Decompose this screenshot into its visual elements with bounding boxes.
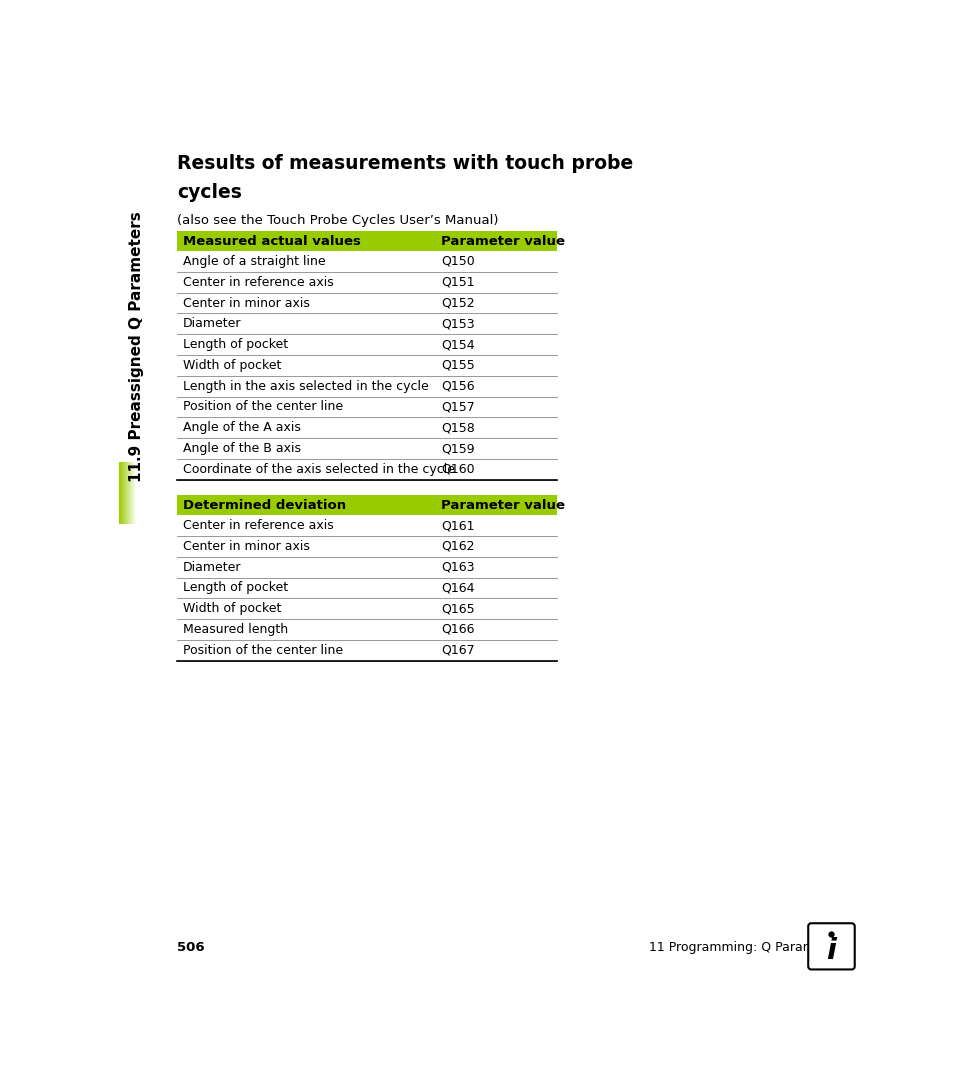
Text: Angle of a straight line: Angle of a straight line <box>183 255 325 268</box>
Text: Diameter: Diameter <box>183 561 241 574</box>
Bar <box>177 495 557 515</box>
Text: Q152: Q152 <box>440 297 474 310</box>
Text: i: i <box>825 937 836 966</box>
Text: Width of pocket: Width of pocket <box>183 602 281 615</box>
Text: Parameter value: Parameter value <box>440 235 564 248</box>
Text: Q164: Q164 <box>440 582 474 595</box>
Text: Q161: Q161 <box>440 519 474 532</box>
Text: Length in the axis selected in the cycle: Length in the axis selected in the cycle <box>183 380 428 393</box>
Text: Center in minor axis: Center in minor axis <box>183 540 310 553</box>
Text: Center in minor axis: Center in minor axis <box>183 297 310 310</box>
Text: Position of the center line: Position of the center line <box>183 400 342 413</box>
Text: Q166: Q166 <box>440 623 474 636</box>
Text: Q158: Q158 <box>440 421 475 434</box>
FancyBboxPatch shape <box>807 923 854 970</box>
Text: Q159: Q159 <box>440 442 474 455</box>
Text: 11.9 Preassigned Q Parameters: 11.9 Preassigned Q Parameters <box>129 212 144 482</box>
Text: Q156: Q156 <box>440 380 474 393</box>
Text: Parameter value: Parameter value <box>440 499 564 512</box>
Text: Width of pocket: Width of pocket <box>183 359 281 372</box>
Text: Q154: Q154 <box>440 338 474 351</box>
Text: Center in reference axis: Center in reference axis <box>183 276 334 289</box>
Text: Q150: Q150 <box>440 255 475 268</box>
Text: Center in reference axis: Center in reference axis <box>183 519 334 532</box>
Text: Q160: Q160 <box>440 463 474 476</box>
Text: Q165: Q165 <box>440 602 474 615</box>
Text: Q167: Q167 <box>440 644 474 657</box>
Text: Length of pocket: Length of pocket <box>183 582 288 595</box>
Text: Q151: Q151 <box>440 276 474 289</box>
Text: Angle of the B axis: Angle of the B axis <box>183 442 300 455</box>
Text: Q162: Q162 <box>440 540 474 553</box>
Text: Measured length: Measured length <box>183 623 288 636</box>
Text: Angle of the A axis: Angle of the A axis <box>183 421 300 434</box>
Text: Diameter: Diameter <box>183 317 241 331</box>
Text: Coordinate of the axis selected in the cycle: Coordinate of the axis selected in the c… <box>183 463 455 476</box>
Text: Q157: Q157 <box>440 400 475 413</box>
Text: Q155: Q155 <box>440 359 475 372</box>
Text: Determined deviation: Determined deviation <box>183 499 346 512</box>
Bar <box>177 231 557 251</box>
Text: (also see the Touch Probe Cycles User’s Manual): (also see the Touch Probe Cycles User’s … <box>177 214 498 227</box>
Text: 11 Programming: Q Parameters: 11 Programming: Q Parameters <box>648 940 845 954</box>
Text: Results of measurements with touch probe: Results of measurements with touch probe <box>177 154 633 173</box>
Text: Q163: Q163 <box>440 561 474 574</box>
Text: Q153: Q153 <box>440 317 474 331</box>
Text: cycles: cycles <box>177 183 242 202</box>
Text: Measured actual values: Measured actual values <box>183 235 360 248</box>
Text: Length of pocket: Length of pocket <box>183 338 288 351</box>
Text: 506: 506 <box>177 940 205 954</box>
Text: Position of the center line: Position of the center line <box>183 644 342 657</box>
